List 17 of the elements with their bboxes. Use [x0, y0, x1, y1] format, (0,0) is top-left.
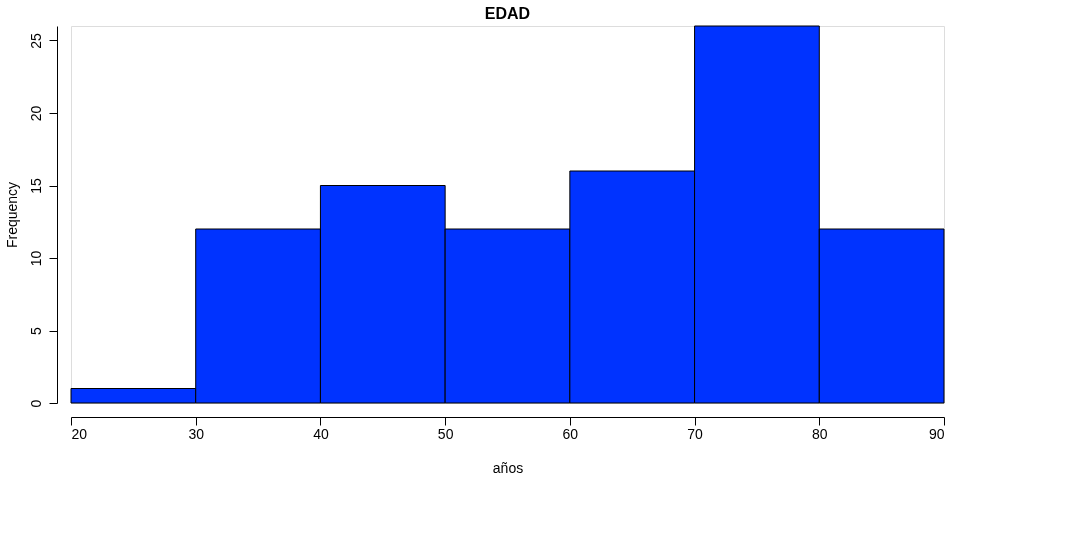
x-tick-label: 60	[562, 425, 579, 442]
x-axis-title: años	[492, 459, 524, 476]
y-tick-label: 15	[27, 178, 44, 194]
y-tick-label: 5	[27, 326, 44, 335]
y-tick-label: 25	[27, 33, 44, 49]
y-tick-label: 20	[27, 105, 44, 122]
x-tick-label: 20	[71, 425, 88, 442]
x-tick-label: 50	[437, 425, 454, 442]
x-tick-label: 40	[313, 425, 329, 442]
y-axis-title: Frequency	[3, 181, 20, 249]
y-tick-label: 10	[27, 250, 44, 267]
y-tick-label: 0	[27, 399, 44, 408]
chart-title: EDAD	[484, 4, 531, 22]
x-tick-label: 90	[928, 425, 945, 442]
x-tick-label: 70	[687, 425, 704, 442]
x-tick-label: 30	[188, 425, 205, 442]
x-tick-label: 80	[812, 425, 828, 442]
